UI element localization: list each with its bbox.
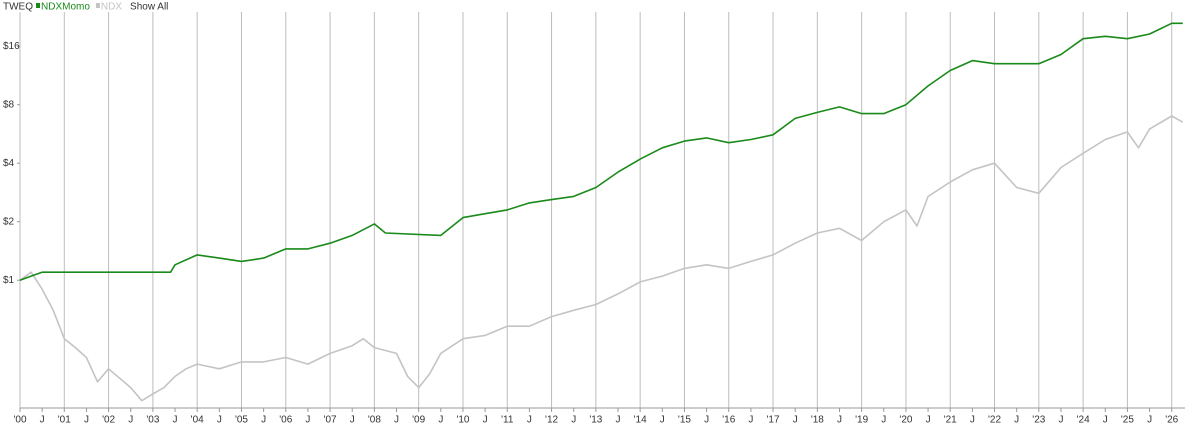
x-tick-label: J xyxy=(40,415,45,426)
series-line xyxy=(19,115,1184,402)
x-tick-label: '13 xyxy=(589,415,602,426)
x-tick-label: '14 xyxy=(634,415,647,426)
x-tick-label: J xyxy=(1147,415,1152,426)
y-tick-label: $8 xyxy=(3,99,15,110)
x-tick-label: '12 xyxy=(545,415,558,426)
x-tick-label: '21 xyxy=(944,415,957,426)
x-tick-label: J xyxy=(483,415,488,426)
x-tick-label: J xyxy=(571,415,576,426)
x-tick-label: '06 xyxy=(279,415,292,426)
x-tick-label: '19 xyxy=(855,415,868,426)
x-tick-label: J xyxy=(881,415,886,426)
x-tick-label: J xyxy=(527,415,532,426)
x-tick-label: '04 xyxy=(191,415,204,426)
x-tick-label: J xyxy=(128,415,133,426)
legend-swatch[interactable] xyxy=(36,3,40,8)
x-tick-label: '22 xyxy=(988,415,1001,426)
x-tick-label: J xyxy=(1058,415,1063,426)
series-line xyxy=(19,22,1183,281)
legend-swatch[interactable] xyxy=(95,3,100,8)
legend-entry[interactable]: NDXMomo xyxy=(41,2,90,13)
x-tick-label: J xyxy=(438,415,443,426)
y-tick-label: $1 xyxy=(3,275,15,286)
x-tick-label: '18 xyxy=(811,415,824,426)
x-tick-label: '05 xyxy=(235,415,248,426)
x-tick-label: '01 xyxy=(58,415,71,426)
x-tick-label: J xyxy=(793,415,798,426)
y-tick-label: $4 xyxy=(3,158,15,169)
x-tick-label: '02 xyxy=(102,415,115,426)
chart-title: TWEQ xyxy=(3,2,33,13)
x-tick-label: '26 xyxy=(1165,415,1178,426)
x-tick-label: J xyxy=(305,415,310,426)
x-tick-label: '25 xyxy=(1121,415,1134,426)
x-tick-label: '17 xyxy=(767,415,780,426)
x-tick-label: J xyxy=(350,415,355,426)
x-tick-label: J xyxy=(394,415,399,426)
x-tick-label: '20 xyxy=(899,415,912,426)
x-tick-label: '24 xyxy=(1077,415,1090,426)
x-tick-label: J xyxy=(173,415,178,426)
legend-entry[interactable]: NDX xyxy=(101,2,122,13)
x-tick-label: J xyxy=(1103,415,1108,426)
x-tick-label: J xyxy=(704,415,709,426)
x-tick-label: J xyxy=(84,415,89,426)
show-all-button[interactable]: Show All xyxy=(130,2,168,13)
x-tick-label: J xyxy=(1014,415,1019,426)
x-tick-label: '15 xyxy=(678,415,691,426)
x-tick-label: '11 xyxy=(501,415,514,426)
x-tick-label: J xyxy=(837,415,842,426)
x-tick-label: '07 xyxy=(324,415,337,426)
y-tick-label: $16 xyxy=(3,41,20,52)
x-tick-label: J xyxy=(748,415,753,426)
x-tick-label: J xyxy=(217,415,222,426)
x-tick-label: J xyxy=(660,415,665,426)
x-tick-label: '09 xyxy=(412,415,425,426)
x-tick-label: '16 xyxy=(722,415,735,426)
x-tick-label: '08 xyxy=(368,415,381,426)
x-tick-label: J xyxy=(926,415,931,426)
x-tick-label: J xyxy=(616,415,621,426)
x-tick-label: '00 xyxy=(13,415,26,426)
x-tick-label: '03 xyxy=(146,415,159,426)
x-tick-label: '10 xyxy=(456,415,469,426)
x-tick-label: J xyxy=(261,415,266,426)
x-tick-label: '23 xyxy=(1032,415,1045,426)
x-tick-label: J xyxy=(970,415,975,426)
y-tick-label: $2 xyxy=(3,216,15,227)
